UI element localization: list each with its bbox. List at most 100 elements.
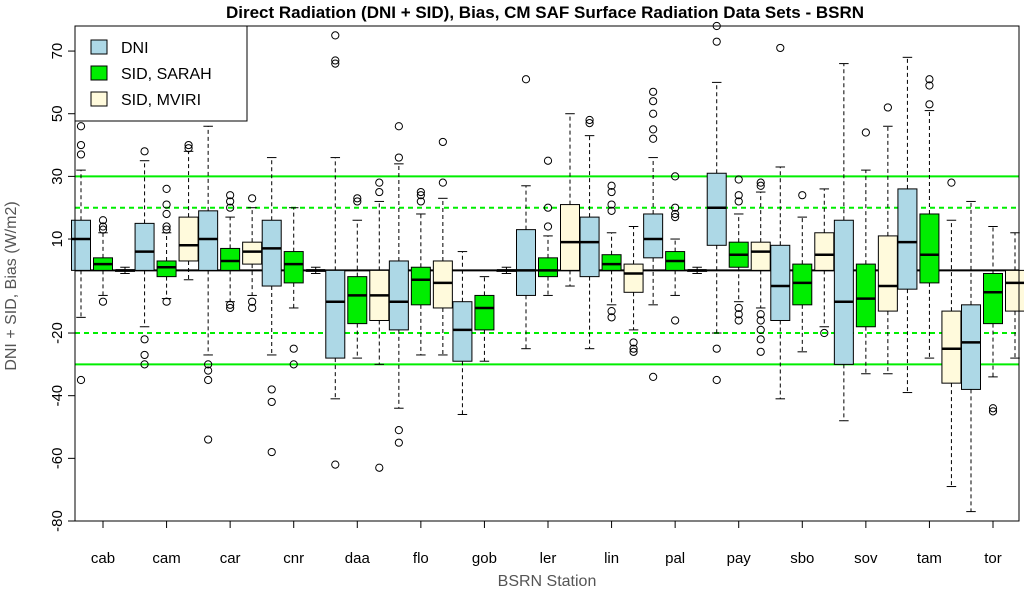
outlier-point xyxy=(226,300,235,309)
outlier-point xyxy=(988,407,998,416)
box-body xyxy=(706,172,727,246)
outlier-point xyxy=(394,153,403,162)
box-body xyxy=(961,304,981,390)
outlier-point xyxy=(543,222,553,231)
outlier-point xyxy=(76,140,86,150)
x-tick-label: pay xyxy=(727,550,752,567)
outlier-point xyxy=(162,297,171,306)
outlier-point xyxy=(734,197,743,206)
box-sov-2 xyxy=(855,128,876,375)
x-axis-label: BSRN Station xyxy=(498,573,597,590)
x-tick-label: ler xyxy=(540,550,557,567)
y-tick-label: -80 xyxy=(49,510,66,532)
box-car-2 xyxy=(220,191,241,313)
outlier-point xyxy=(248,194,257,203)
box-body xyxy=(325,269,346,359)
legend-entry: SID, SARAH xyxy=(121,66,212,83)
outlier-point xyxy=(734,316,743,325)
outlier-point xyxy=(226,203,235,212)
box-sbo-2 xyxy=(792,191,813,353)
box-body xyxy=(560,204,580,271)
plot-area xyxy=(71,21,1024,513)
outlier-point xyxy=(925,81,934,90)
box-body xyxy=(814,232,835,271)
outlier-point xyxy=(162,200,171,209)
box-pay-3 xyxy=(750,178,771,356)
box-body xyxy=(452,301,473,362)
outlier-point xyxy=(756,316,765,325)
box-body xyxy=(877,235,898,312)
outlier-point xyxy=(712,344,721,353)
outlier-point xyxy=(629,347,638,356)
box-body xyxy=(538,257,558,278)
outlier-point xyxy=(289,344,298,353)
box-body xyxy=(750,241,771,271)
outlier-point xyxy=(712,375,721,385)
plot-border xyxy=(74,25,1020,522)
outlier-point xyxy=(734,191,743,200)
box-cam-2 xyxy=(156,184,177,306)
outlier-point xyxy=(375,187,384,197)
box-cam-3 xyxy=(178,140,199,281)
outlier-point xyxy=(76,122,86,131)
x-tick-label: lin xyxy=(604,550,619,567)
outlier-point xyxy=(184,140,193,150)
outlier-point xyxy=(204,366,213,375)
box-body xyxy=(833,219,854,365)
legend-swatch xyxy=(90,91,108,107)
x-tick-label: tor xyxy=(984,550,1002,567)
outlier-point xyxy=(756,347,765,356)
outlier-point xyxy=(331,59,340,68)
box-flo-2 xyxy=(410,187,431,356)
outlier-point xyxy=(375,178,384,187)
outlier-point xyxy=(712,37,721,46)
outlier-point xyxy=(585,115,594,125)
box-tor-1 xyxy=(961,200,981,513)
y-tick-label: 30 xyxy=(49,168,66,185)
outlier-point xyxy=(820,328,829,338)
box-body xyxy=(579,216,600,278)
outlier-point xyxy=(375,463,384,472)
outlier-point xyxy=(331,460,340,469)
outlier-point xyxy=(162,222,171,231)
outlier-point xyxy=(76,150,86,159)
box-pal-2 xyxy=(665,172,686,325)
box-cab-2 xyxy=(93,216,113,306)
outlier-point xyxy=(776,43,785,53)
outlier-point xyxy=(248,303,257,313)
box-gob-2 xyxy=(474,276,495,362)
x-tick-label: sbo xyxy=(790,550,814,567)
box-body xyxy=(71,219,91,271)
outlier-point xyxy=(416,187,425,197)
outlier-point xyxy=(289,360,298,369)
outlier-point xyxy=(947,178,956,187)
box-body xyxy=(601,254,622,271)
box-body xyxy=(178,216,199,262)
box-body xyxy=(347,276,368,325)
outlier-point xyxy=(756,325,765,334)
outlier-point xyxy=(629,338,638,347)
box-body xyxy=(770,244,791,321)
outlier-point xyxy=(543,156,553,165)
x-tick-label: pal xyxy=(665,550,685,567)
outlier-point xyxy=(162,225,171,234)
outlier-point xyxy=(798,191,807,200)
box-pal-1 xyxy=(643,87,664,381)
outlier-point xyxy=(416,197,425,206)
outlier-point xyxy=(394,438,403,447)
x-tick-label: cnr xyxy=(283,550,304,567)
axes: 70 50 30 10 -20 -40 -60 -80 cab cam car cnr daa flo go… xyxy=(49,25,1020,567)
outlier-point xyxy=(394,122,403,131)
box-daa-2 xyxy=(347,194,368,359)
outlier-point xyxy=(671,172,680,181)
outlier-point xyxy=(267,447,276,457)
outlier-point xyxy=(607,200,616,209)
outlier-point xyxy=(607,181,616,190)
outlier-point xyxy=(671,213,680,222)
box-car-3 xyxy=(242,194,263,313)
outlier-point xyxy=(98,216,108,225)
x-tick-label: car xyxy=(220,550,241,567)
outlier-point xyxy=(416,191,425,200)
box-body xyxy=(410,266,431,306)
